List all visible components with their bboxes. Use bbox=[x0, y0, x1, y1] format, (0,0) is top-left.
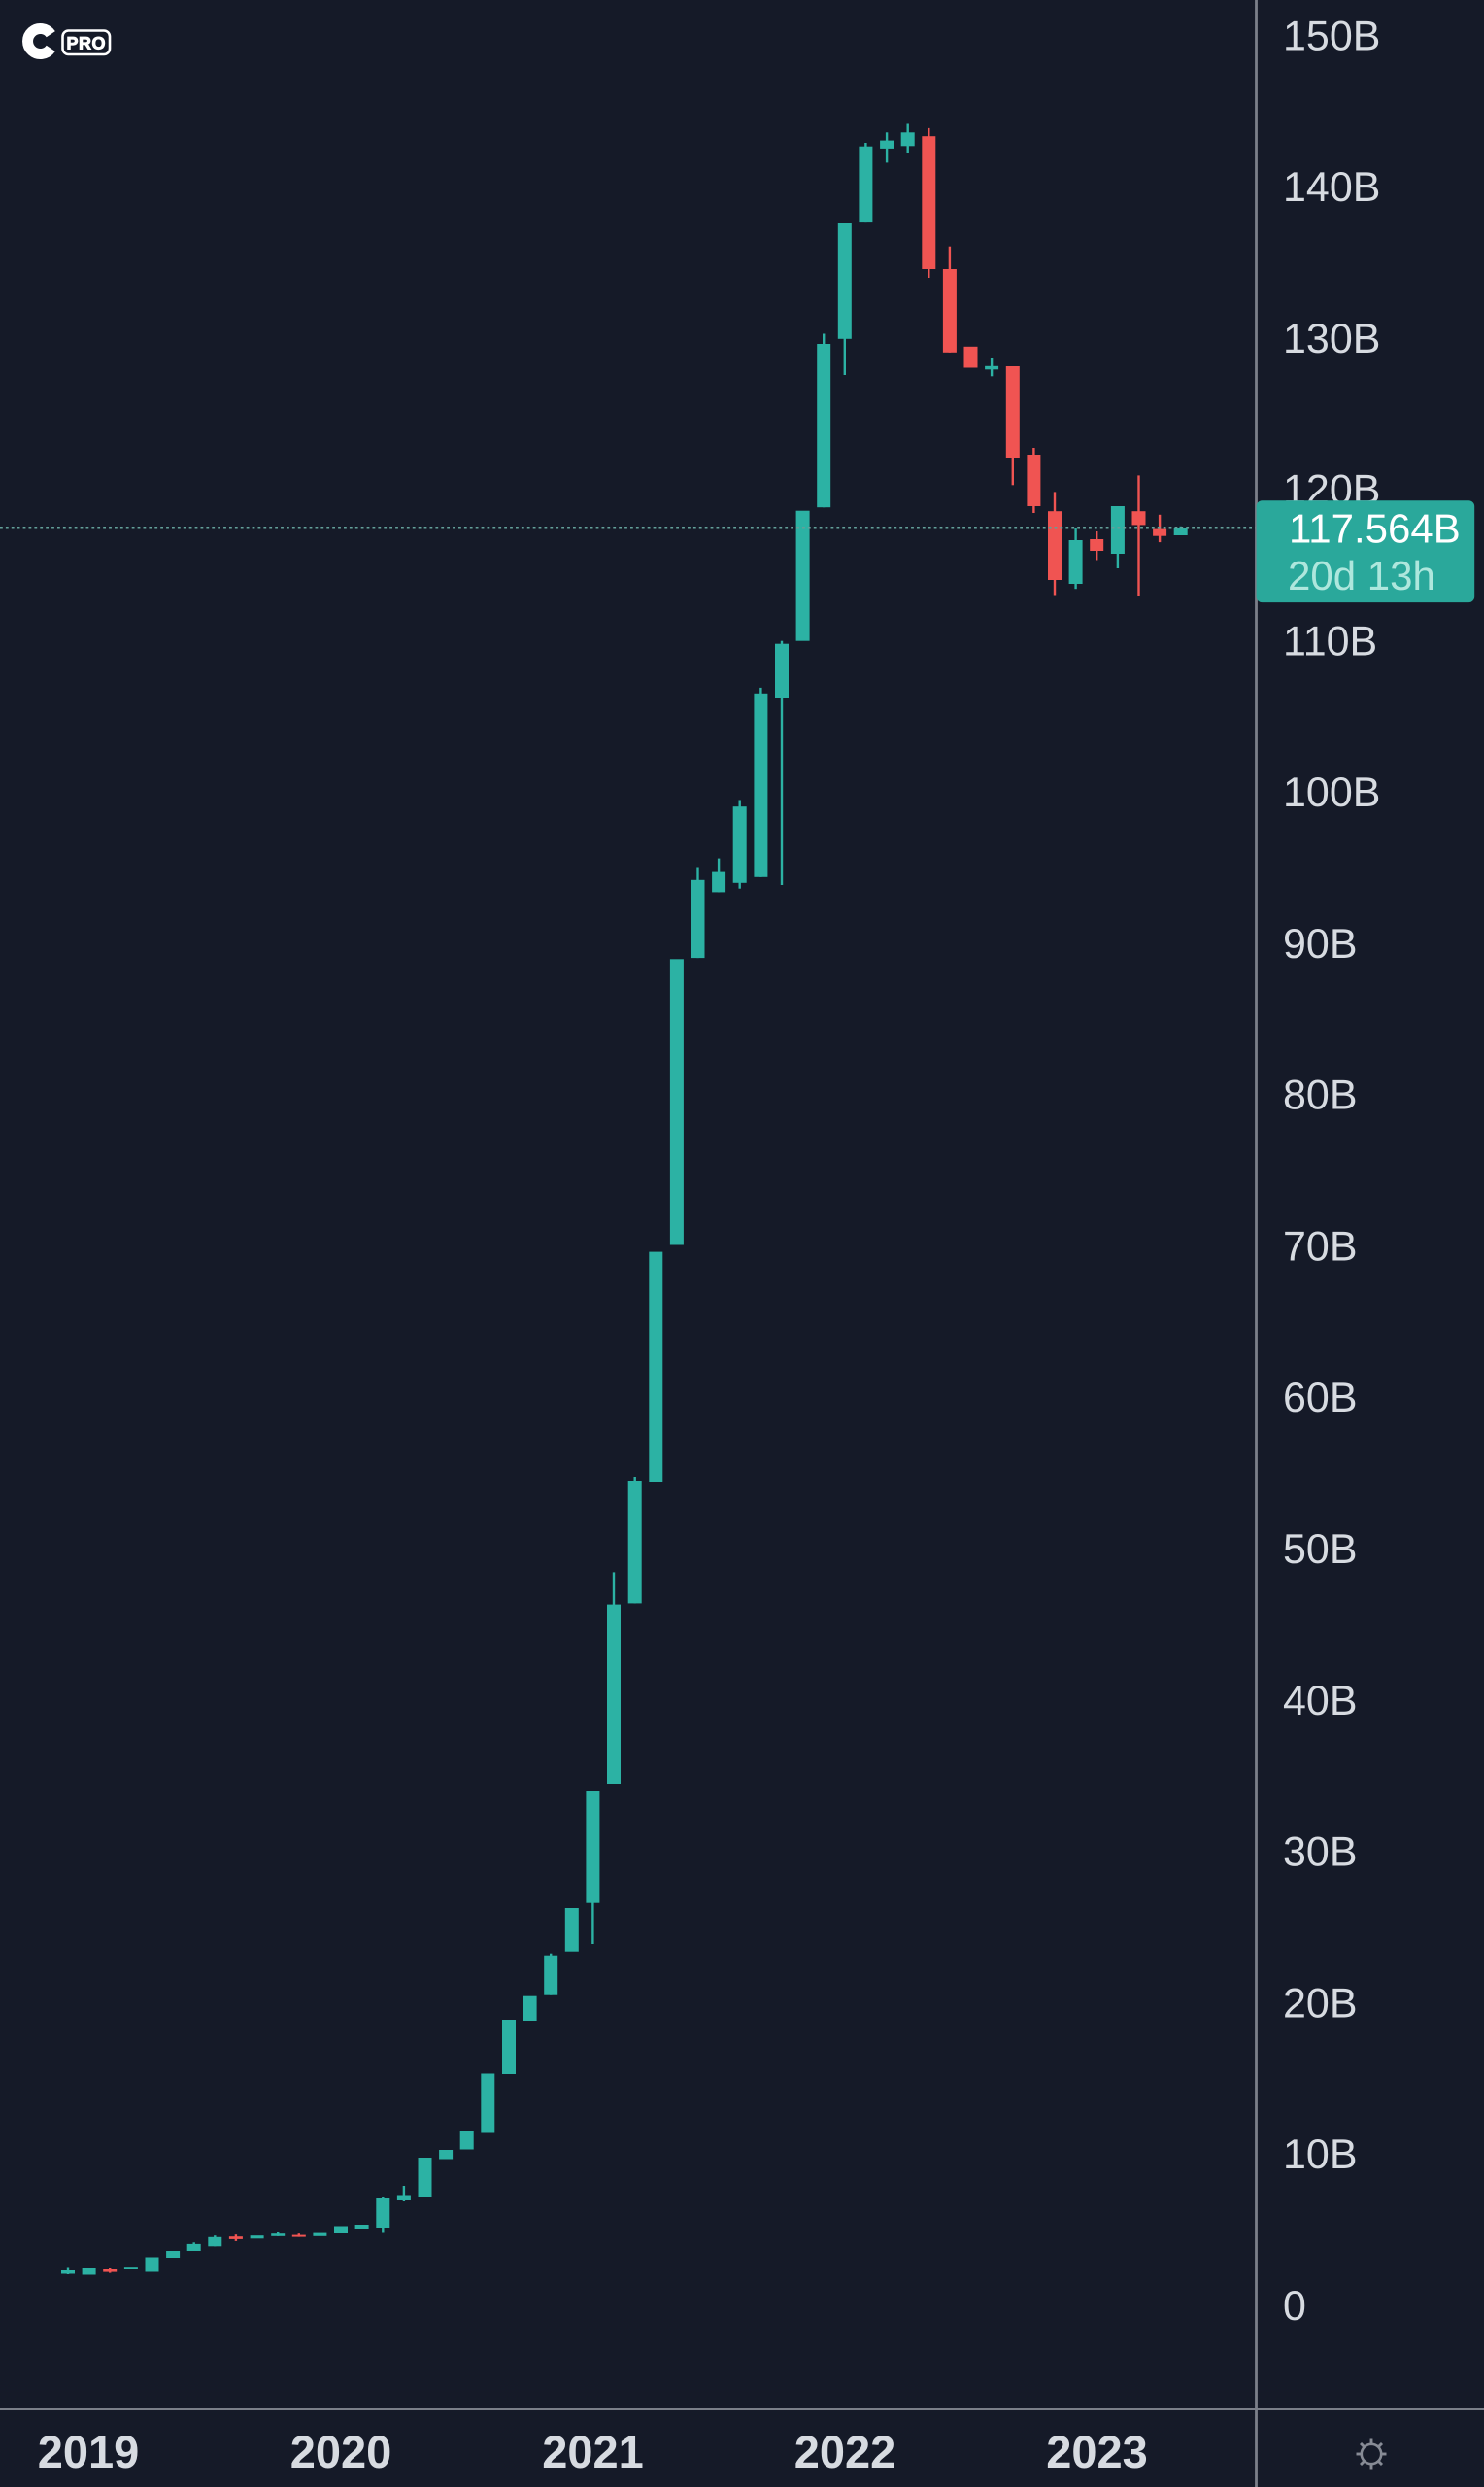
svg-text:2023: 2023 bbox=[1046, 2426, 1148, 2477]
svg-text:110B: 110B bbox=[1283, 618, 1377, 664]
svg-text:70B: 70B bbox=[1283, 1224, 1358, 1271]
svg-text:100B: 100B bbox=[1283, 769, 1380, 816]
svg-text:10B: 10B bbox=[1283, 2131, 1358, 2178]
svg-text:2022: 2022 bbox=[794, 2426, 896, 2477]
svg-text:90B: 90B bbox=[1283, 921, 1358, 968]
svg-text:20B: 20B bbox=[1283, 1980, 1358, 2027]
svg-text:2021: 2021 bbox=[542, 2426, 644, 2477]
svg-text:20d 13h: 20d 13h bbox=[1288, 553, 1435, 598]
svg-text:60B: 60B bbox=[1283, 1375, 1358, 1421]
svg-text:PRO: PRO bbox=[66, 33, 106, 52]
svg-text:130B: 130B bbox=[1283, 316, 1380, 362]
svg-text:140B: 140B bbox=[1283, 164, 1380, 211]
svg-text:117.564B: 117.564B bbox=[1289, 506, 1461, 552]
svg-text:2019: 2019 bbox=[38, 2426, 140, 2477]
svg-text:50B: 50B bbox=[1283, 1526, 1358, 1573]
svg-text:30B: 30B bbox=[1283, 1829, 1358, 1876]
svg-text:40B: 40B bbox=[1283, 1678, 1358, 1724]
svg-text:80B: 80B bbox=[1283, 1073, 1358, 1119]
svg-text:0: 0 bbox=[1283, 2283, 1306, 2330]
svg-text:2020: 2020 bbox=[290, 2426, 392, 2477]
svg-text:150B: 150B bbox=[1283, 13, 1380, 59]
